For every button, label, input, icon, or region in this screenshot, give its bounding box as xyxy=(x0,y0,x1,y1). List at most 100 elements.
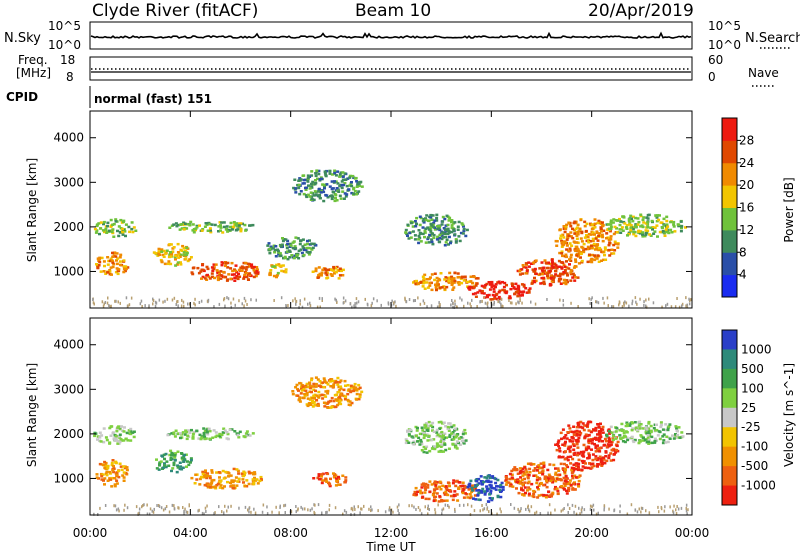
echo-cell xyxy=(224,262,228,265)
echo-cell xyxy=(311,400,314,403)
echo-cell xyxy=(597,260,601,263)
echo-cell xyxy=(237,436,241,439)
echo-cell xyxy=(337,475,340,479)
echo-cell xyxy=(642,439,645,442)
ground-scatter-cell xyxy=(417,296,419,300)
echo-cell xyxy=(307,253,311,256)
ground-scatter-cell xyxy=(173,296,176,300)
echo-cell xyxy=(556,492,560,495)
echo-cell xyxy=(236,480,240,483)
echo-cell xyxy=(451,288,455,291)
echo-cell xyxy=(563,444,567,447)
echo-cell xyxy=(573,279,577,282)
echo-cell xyxy=(184,453,188,456)
echo-cell xyxy=(538,267,542,270)
echo-cell xyxy=(656,214,660,217)
echo-cell xyxy=(662,433,666,436)
ground-scatter-cell xyxy=(114,504,117,508)
echo-cell xyxy=(106,464,110,468)
echo-cell xyxy=(109,218,113,222)
echo-cell xyxy=(662,231,666,234)
echo-cell xyxy=(501,485,505,489)
ground-scatter-cell xyxy=(496,512,498,516)
echo-cell xyxy=(607,436,611,439)
echo-cell xyxy=(554,269,558,273)
echo-cell xyxy=(343,181,347,185)
time-axis-ticks: 00:00 04:00 08:00 12:00 16:00 20:00 00:00 xyxy=(73,111,709,540)
echo-cell xyxy=(352,389,356,393)
echo-cell xyxy=(578,430,582,433)
echo-cell xyxy=(405,232,409,236)
echo-cell xyxy=(474,478,478,482)
echo-cell xyxy=(452,438,456,441)
echo-cell xyxy=(191,223,195,226)
ground-scatter-cell xyxy=(206,504,208,508)
echo-cell xyxy=(345,193,349,196)
echo-cell xyxy=(316,177,319,181)
echo-cell xyxy=(565,464,568,467)
echo-cell xyxy=(573,265,577,268)
ground-scatter-cell xyxy=(342,296,345,300)
echo-cell xyxy=(442,421,446,424)
echo-cell xyxy=(568,247,572,250)
echo-cell xyxy=(604,258,608,261)
echo-cell xyxy=(210,266,214,269)
echo-cell xyxy=(108,269,112,272)
echo-cell xyxy=(229,225,232,229)
echo-cell xyxy=(576,438,580,442)
echo-cell xyxy=(110,425,114,428)
echo-cell xyxy=(442,440,445,443)
echo-cell xyxy=(554,473,558,476)
echo-cell xyxy=(328,484,332,488)
echo-cell xyxy=(330,274,334,277)
echo-cell xyxy=(573,232,577,235)
echo-cell xyxy=(244,261,248,265)
echo-cell xyxy=(407,237,411,240)
echo-cell xyxy=(426,427,430,430)
echo-cell xyxy=(242,266,246,269)
echo-cell xyxy=(447,447,451,450)
echo-cell xyxy=(583,466,587,470)
echo-cell xyxy=(120,468,124,472)
echo-cell xyxy=(420,486,424,489)
ground-scatter-cell xyxy=(574,504,577,508)
echo-cell xyxy=(521,493,524,496)
ground-scatter-cell xyxy=(640,510,642,514)
echo-cell xyxy=(95,229,99,232)
echo-cell xyxy=(208,222,212,226)
echo-cell xyxy=(204,473,208,477)
echo-cell xyxy=(182,251,186,254)
echo-cell xyxy=(583,224,587,228)
echo-cell xyxy=(601,431,605,434)
ground-scatter-cell xyxy=(596,300,598,304)
ground-scatter-cell xyxy=(187,302,189,306)
echo-cell xyxy=(178,255,182,258)
echo-cell xyxy=(321,479,325,482)
echo-cell xyxy=(565,482,569,486)
echo-cell xyxy=(284,268,288,271)
echo-cell xyxy=(235,468,239,471)
ground-scatter-cell xyxy=(371,301,373,305)
echo-cell xyxy=(204,471,207,474)
echo-cell xyxy=(258,479,262,483)
echo-cell xyxy=(567,249,571,253)
echo-cell xyxy=(644,233,648,236)
echo-cell xyxy=(300,389,304,392)
echo-cell xyxy=(210,223,214,226)
echo-cell xyxy=(418,231,422,235)
echo-cell xyxy=(185,251,189,255)
echo-cell xyxy=(552,463,556,467)
echo-cell xyxy=(575,226,579,229)
echo-cell xyxy=(291,246,295,250)
ground-scatter-cell xyxy=(452,305,454,309)
echo-cell xyxy=(572,425,576,428)
echo-cell xyxy=(182,460,186,463)
colorbar-segment xyxy=(722,388,737,409)
ground-scatter-cell xyxy=(405,300,408,304)
echo-cell xyxy=(571,437,575,440)
echo-cell xyxy=(461,484,465,487)
echo-cell xyxy=(594,436,597,440)
echo-cell xyxy=(463,432,467,435)
echo-cell xyxy=(218,486,222,489)
ground-scatter-cell xyxy=(419,302,422,306)
